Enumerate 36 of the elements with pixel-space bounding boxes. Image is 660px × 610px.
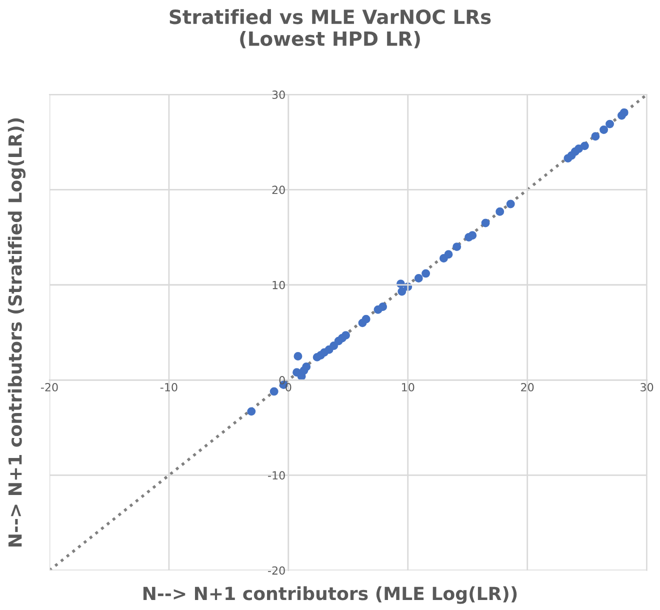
x-axis-title: N--> N+1 contributors (MLE Log(LR)) <box>143 586 517 604</box>
point <box>342 331 350 340</box>
point <box>606 120 614 128</box>
point <box>444 250 453 259</box>
x-tick-label: -10 <box>160 383 178 392</box>
chart-title: Stratified vs MLE VarNOC LRs (Lowest HPD LR) <box>170 9 491 48</box>
point <box>422 269 430 278</box>
y-axis-title: N--> N+1 contributors (Stratified Log(LR)) <box>8 118 26 546</box>
x-tick-label: 20 <box>521 383 534 392</box>
point <box>302 362 311 371</box>
point <box>506 200 515 208</box>
point <box>330 342 338 350</box>
point <box>362 314 370 324</box>
x-tick-label: 10 <box>402 383 414 392</box>
point <box>468 231 477 240</box>
y-tick-label: -10 <box>268 471 285 480</box>
point <box>496 207 504 216</box>
point <box>294 352 302 360</box>
x-tick-label: 30 <box>640 383 654 392</box>
point <box>600 126 608 134</box>
point <box>452 242 462 252</box>
point <box>481 218 490 228</box>
x-tick-label: 0 <box>286 383 292 392</box>
point <box>378 302 388 311</box>
point <box>247 407 256 416</box>
point <box>591 132 600 141</box>
y-tick-label: -20 <box>268 566 285 575</box>
point <box>270 387 278 396</box>
y-tick-label: 30 <box>272 90 285 99</box>
point <box>398 287 406 296</box>
point <box>414 274 423 282</box>
point <box>620 108 628 117</box>
point <box>580 142 589 150</box>
y-tick-label: 10 <box>272 280 285 290</box>
y-tick-label: 20 <box>272 186 285 194</box>
x-tick-label: -20 <box>40 383 58 392</box>
